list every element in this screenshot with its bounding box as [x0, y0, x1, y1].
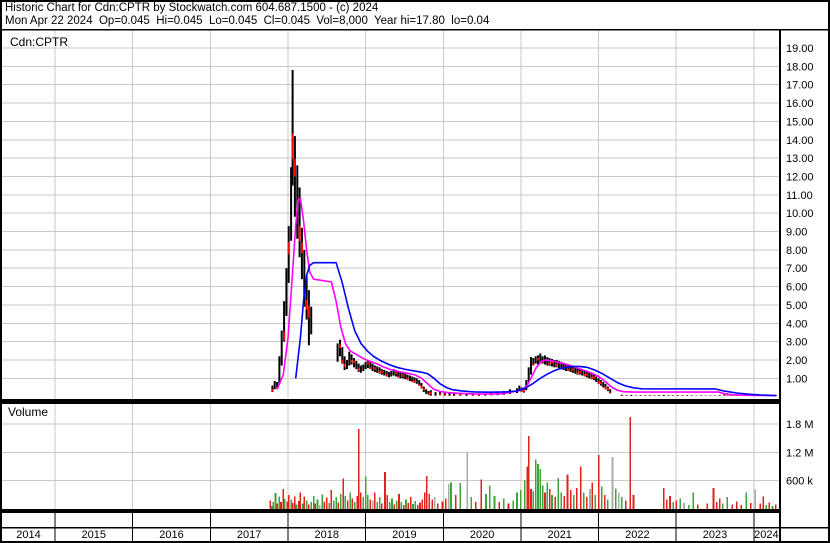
chart-title-line: Historic Chart for Cdn:CPTR by Stockwatc…	[5, 2, 379, 14]
year-axis-labels: 2014 2015 2016 2017 2018 2019 2020 2021 2022 2023…	[16, 529, 778, 541]
svg-text:3.00: 3.00	[786, 337, 807, 349]
svg-text:7.00: 7.00	[786, 263, 807, 275]
ma-slow-line	[294, 261, 777, 397]
svg-text:2020: 2020	[470, 529, 494, 541]
price-axis-labels: 19.00 18.00 17.00 16.00 15.00 14.00 13.00 12.00…	[786, 43, 814, 385]
svg-text:13.00: 13.00	[786, 153, 814, 165]
quote-summary-line: Mon Apr 22 2024 Op=0.045 Hi=0.045 Lo=0.0…	[5, 15, 490, 27]
svg-text:5.00: 5.00	[786, 300, 807, 312]
svg-text:10.00: 10.00	[786, 208, 814, 220]
svg-text:4.00: 4.00	[786, 318, 807, 330]
svg-text:2018: 2018	[315, 529, 339, 541]
svg-text:18.00: 18.00	[786, 61, 814, 73]
volume-axis-labels: 1.8 M 1.2 M 600 k	[786, 419, 814, 488]
svg-text:15.00: 15.00	[786, 116, 814, 128]
grid-lines	[2, 31, 779, 509]
down-tick-marks	[271, 133, 778, 396]
svg-text:9.00: 9.00	[786, 227, 807, 239]
svg-text:600 k: 600 k	[786, 476, 813, 488]
svg-text:1.8 M: 1.8 M	[786, 419, 814, 431]
year-ticks	[54, 513, 755, 541]
svg-text:2021: 2021	[547, 529, 571, 541]
svg-text:12.00: 12.00	[786, 172, 814, 184]
svg-text:2.00: 2.00	[786, 355, 807, 367]
svg-text:2015: 2015	[82, 529, 106, 541]
svg-text:2016: 2016	[159, 529, 183, 541]
svg-text:2023: 2023	[703, 529, 727, 541]
svg-text:16.00: 16.00	[786, 98, 814, 110]
volume-pane-label: Volume	[8, 405, 49, 419]
svg-text:19.00: 19.00	[786, 43, 814, 55]
svg-text:8.00: 8.00	[786, 245, 807, 257]
svg-text:6.00: 6.00	[786, 282, 807, 294]
svg-text:2022: 2022	[625, 529, 649, 541]
svg-text:2017: 2017	[237, 529, 261, 541]
ma-fast-line	[276, 197, 777, 397]
svg-text:2024: 2024	[754, 529, 778, 541]
symbol-label: Cdn:CPTR	[10, 35, 69, 49]
svg-text:1.00: 1.00	[786, 373, 807, 385]
pane-borders	[0, 29, 830, 543]
svg-text:2014: 2014	[16, 529, 40, 541]
svg-text:14.00: 14.00	[786, 135, 814, 147]
svg-text:1.2 M: 1.2 M	[786, 447, 814, 459]
volume-bars	[269, 417, 777, 509]
svg-text:11.00: 11.00	[786, 190, 813, 202]
svg-text:17.00: 17.00	[786, 80, 814, 92]
svg-text:2019: 2019	[392, 529, 416, 541]
